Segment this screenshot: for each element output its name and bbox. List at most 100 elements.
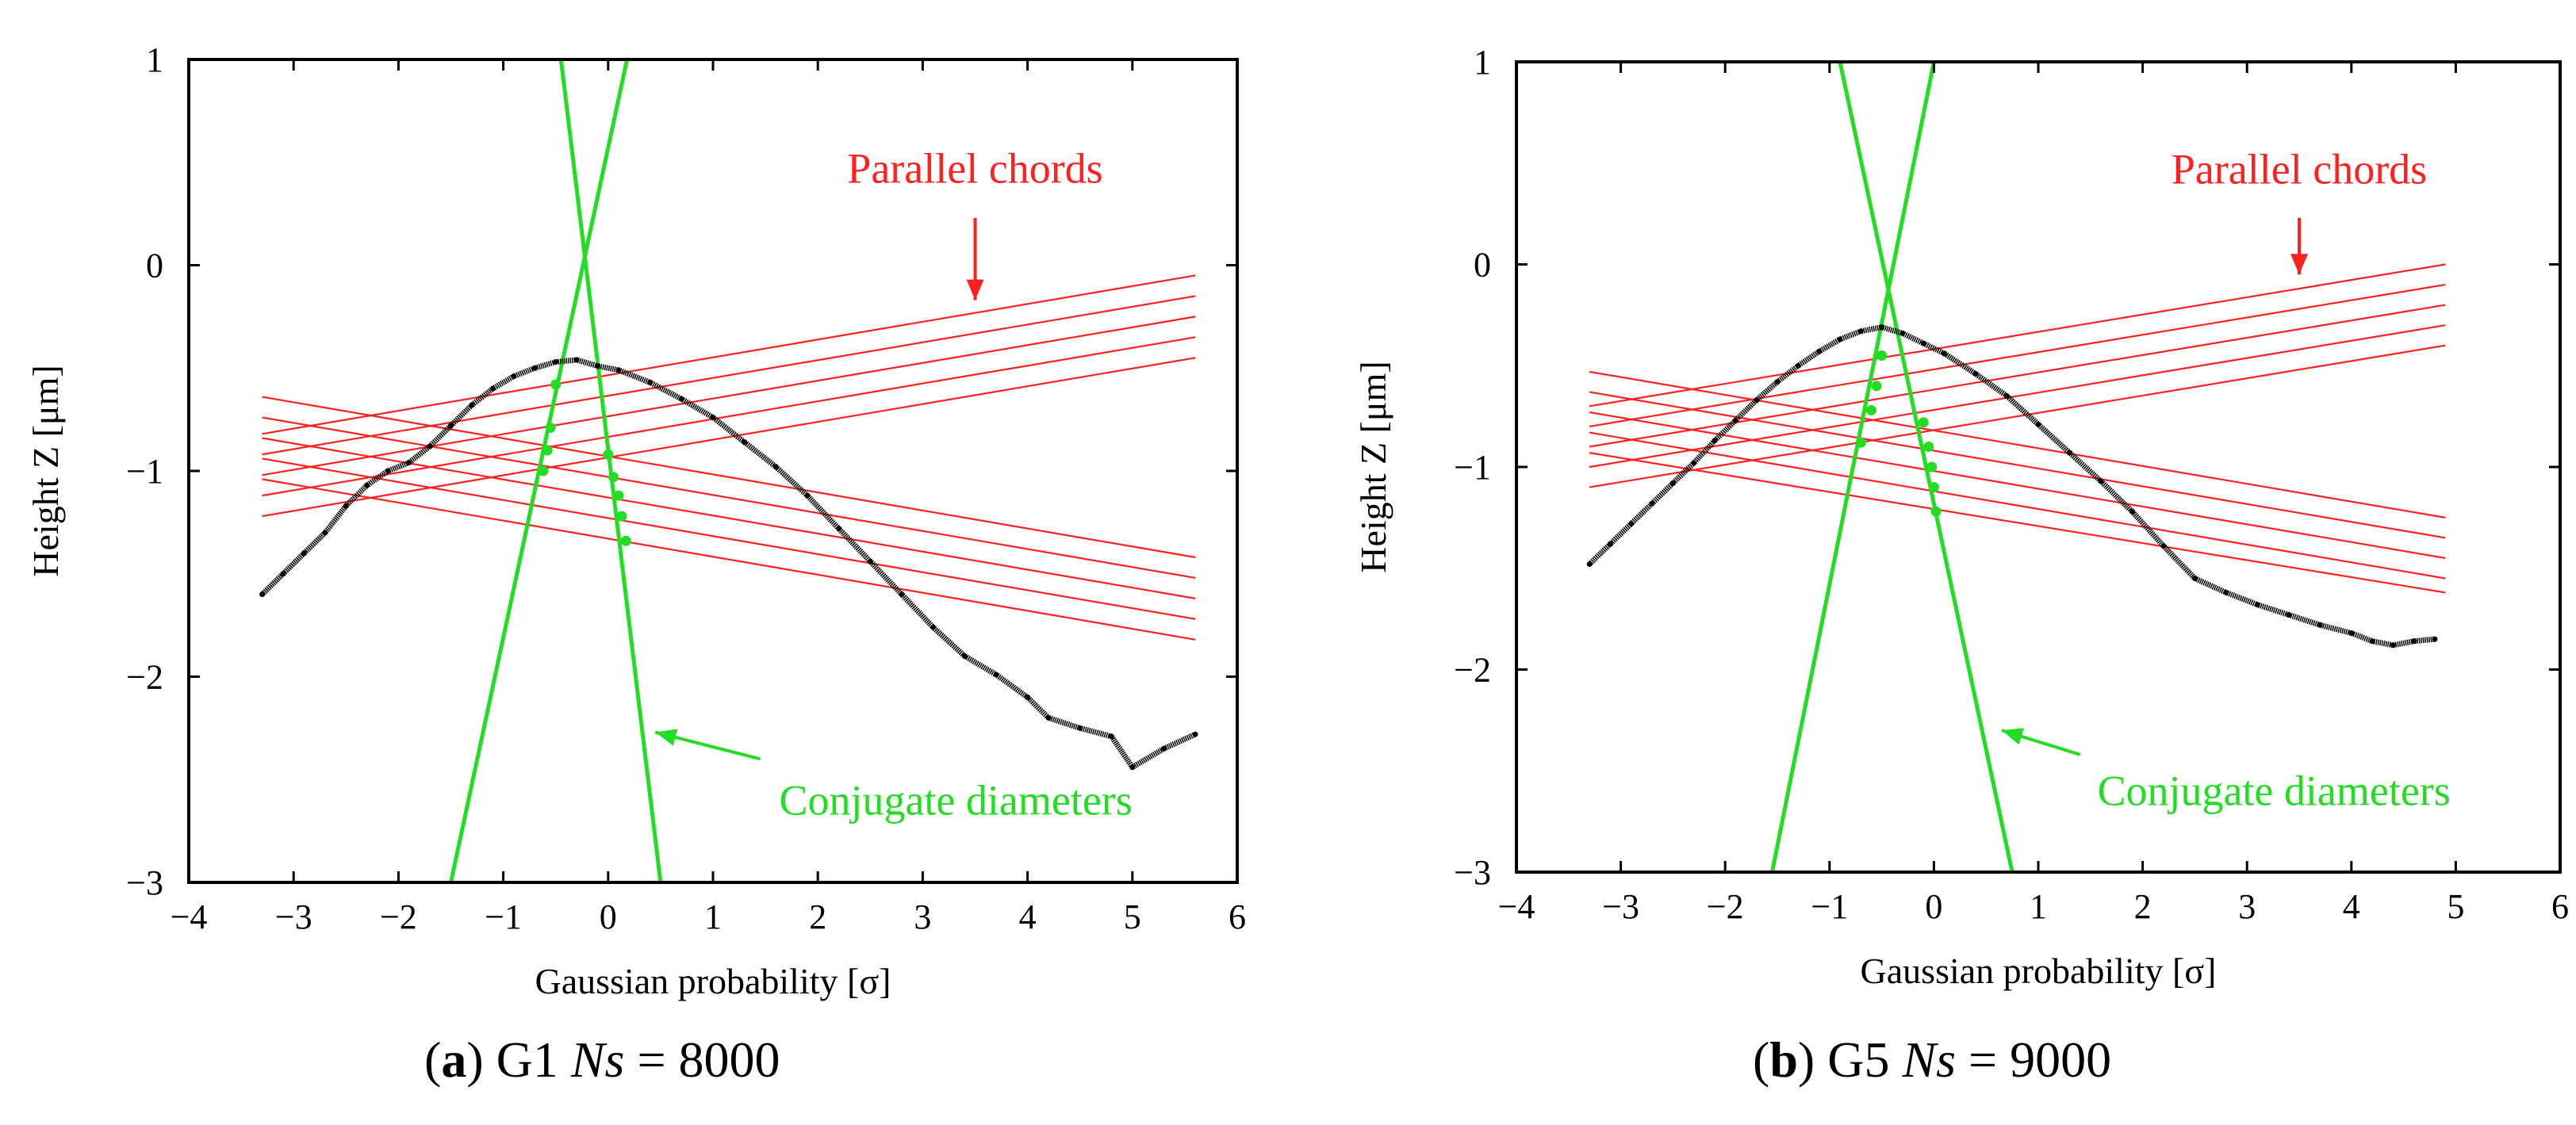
panel-a-curve-point-17 [615, 367, 622, 373]
panel-a-plot-area [259, 59, 1198, 882]
panel-a-curve-point-18 [647, 380, 654, 385]
panel-a-midpoint-3 [538, 465, 549, 476]
panel-a-curve-point-4 [343, 503, 349, 509]
caption-a-label: a [441, 1031, 467, 1088]
panel-a-curve-point-24 [836, 526, 842, 532]
panel-b-annotation-arrow-head-1 [2001, 728, 2025, 745]
panel-a-curve-point-34 [1129, 764, 1136, 771]
panel-a-curve-point-5 [364, 482, 370, 488]
panel-a-chord-rising-3 [262, 295, 1196, 456]
panel-a-chord-rising-4 [262, 274, 1196, 435]
caption-a-suffix: ) G1 [466, 1031, 571, 1088]
panel-a-midpoint-4 [603, 449, 614, 460]
caption-b-ns-symbol: Ns [1902, 1031, 1957, 1088]
panel-b-midpoint-2 [1865, 404, 1876, 415]
panel-b-curve-point-7 [1732, 417, 1738, 423]
panel-b-curve-point-34 [2432, 636, 2438, 642]
panel-a-curve-point-9 [448, 423, 454, 429]
panel-b-curve-point-31 [2369, 638, 2375, 645]
panel-a-midpoint-8 [620, 535, 631, 546]
panel-b-ytick-label-1: −2 [1454, 651, 1491, 690]
panel-a-curve-point-30 [1025, 695, 1030, 700]
panel-a-xtick-label-7: 3 [914, 897, 931, 936]
panel-b-xtick-label-3: −1 [1811, 887, 1848, 926]
panel-a-curve-point-3 [322, 530, 328, 536]
panel-b-curve-point-0 [1586, 561, 1593, 568]
panel-b-curve-point-3 [1649, 500, 1655, 507]
panel-b-curve-point-14 [1879, 324, 1885, 331]
caption-b: (b) G5 Ns = 9000 [1753, 1031, 2197, 1102]
panel-b-curve-point-11 [1816, 348, 1823, 354]
panel-a-chord-rising-2 [262, 316, 1196, 476]
panel-b-xtick-label-5: 1 [2030, 887, 2047, 926]
panel-a-xtick-label-2: −2 [380, 897, 417, 936]
panel-a-xtick-label-1: −3 [275, 897, 312, 936]
panel-b-midpoint-5 [1923, 441, 1934, 452]
panel-b-curve-point-22 [2098, 478, 2104, 484]
panel-b-chord-rising-2 [1589, 304, 2446, 448]
panel-b-midpoint-6 [1926, 461, 1938, 473]
panel-a-curve-point-13 [531, 365, 538, 371]
panel-b-curve-point-19 [2004, 393, 2010, 399]
panel-a-curve-point-6 [385, 468, 391, 474]
caption-b-ns-value: 9000 [2010, 1031, 2112, 1088]
caption-b-suffix: ) G5 [1797, 1031, 1903, 1088]
panel-b-xtick-label-1: −3 [1602, 887, 1639, 926]
panel-a-curve-point-22 [772, 464, 779, 470]
panel-b-chord-falling-1 [1589, 391, 2446, 539]
panel-a-midpoint-2 [542, 445, 553, 456]
panel-a-chord-falling-3 [262, 457, 1196, 620]
panel-a-annotation-arrow-head-0 [966, 279, 984, 300]
panel-a-curve-point-1 [280, 571, 286, 577]
panel-a-curve-point-7 [406, 460, 412, 466]
panel-b-xtick-label-7: 3 [2238, 887, 2256, 926]
panel-a-curve-point-32 [1077, 725, 1083, 731]
panel-a-xtick-label-0: −4 [171, 897, 208, 936]
panel-b-curve-point-1 [1608, 541, 1613, 547]
panel-b-plot-area [1586, 62, 2446, 872]
panel-b-xtick-label-8: 4 [2343, 887, 2360, 926]
panel-b-curve-point-16 [1920, 340, 1926, 346]
panel-b-chord-falling-0 [1589, 370, 2446, 518]
panel-b-curve-point-23 [2129, 508, 2135, 515]
panel-b-conjugate-diameter-0 [1769, 62, 1936, 872]
panel-a-curve-point-10 [469, 402, 475, 408]
panel-b-curve-point-28 [2286, 612, 2292, 618]
panel-a-curve-point-12 [511, 373, 517, 380]
panel-b-ytick-label-3: 0 [1474, 246, 1491, 285]
panel-a-curve-point-33 [1108, 733, 1114, 740]
panel-b-curve-point-30 [2348, 630, 2355, 636]
panel-b-chord-rising-0 [1589, 344, 2446, 488]
panel-a-curve-point-20 [710, 415, 716, 420]
panel-a-curve-point-11 [489, 385, 496, 392]
panel-b-chord-rising-4 [1589, 263, 2446, 408]
panel-a-curve-point-15 [573, 357, 580, 363]
caption-a: (a) G1 Ns = 8000 [424, 1031, 868, 1102]
panel-a-curve-point-35 [1161, 745, 1167, 752]
panel-a-xlabel: Gaussian probability [σ] [535, 961, 891, 1001]
panel-a-curve-point-19 [678, 396, 684, 402]
panel-b-ytick-label-2: −1 [1454, 448, 1491, 487]
panel-b-midpoint-4 [1918, 417, 1929, 428]
panel-b-curve-point-9 [1774, 379, 1781, 385]
panel-a-ylabel: Height Z [μm] [25, 365, 66, 576]
panel-b-curve-point-24 [2160, 543, 2167, 549]
caption-a-ns-eq: = [624, 1031, 679, 1088]
panel-a-xtick-label-8: 4 [1019, 897, 1037, 936]
panel-a-curve-point-27 [930, 624, 937, 630]
caption-b-label: b [1769, 1031, 1798, 1088]
panel-b-xtick-label-0: −4 [1498, 887, 1535, 926]
panel-b-curve-point-20 [2035, 421, 2041, 427]
panel-b-chord-rising-3 [1589, 283, 2446, 427]
panel-b-annotation-text-0: Parallel chords [2172, 145, 2427, 193]
panel-b-conjugate-diameter-1 [1838, 62, 2014, 872]
panel-b-midpoint-0 [1876, 350, 1888, 361]
panel-a-xtick-label-4: 0 [600, 897, 617, 936]
panel-b-ylabel: Height Z [μm] [1353, 361, 1393, 572]
panel-b-curve-point-4 [1670, 480, 1676, 486]
panel-b-curve-point-12 [1837, 336, 1843, 342]
panel-a-annotation-arrow-head-1 [655, 729, 678, 746]
panel-a-conjugate-diameter-1 [558, 59, 663, 882]
